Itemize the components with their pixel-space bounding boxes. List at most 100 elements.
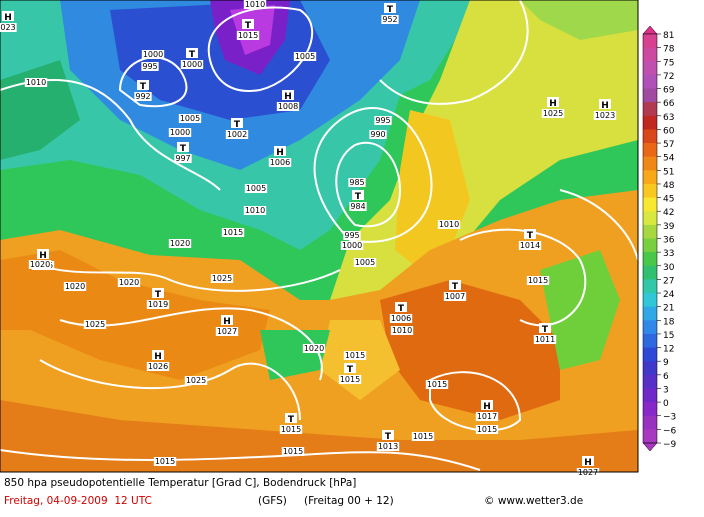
isobar-label-bg: [63, 282, 87, 291]
legend-label: 54: [663, 154, 675, 164]
value-bg: [381, 15, 399, 24]
legend-swatch: [643, 143, 657, 158]
legend-swatch: [643, 265, 657, 280]
legend-swatch: [643, 102, 657, 117]
legend-swatch: [643, 402, 657, 417]
legend-swatch: [643, 88, 657, 103]
footer-credit: © www.wetter3.de: [484, 495, 583, 507]
center-value: 1000: [182, 60, 202, 69]
legend-label: 18: [663, 317, 675, 327]
value-bg: [443, 292, 467, 301]
isobar-label-bg: [221, 228, 245, 237]
value-bg: [146, 300, 170, 309]
legend-swatch: [643, 361, 657, 376]
center-kind: T: [245, 21, 252, 31]
isobar-label: 1015: [477, 425, 497, 434]
center-value: 1002: [227, 130, 247, 139]
isobar-label-bg: [168, 239, 192, 248]
legend-label: 27: [663, 276, 674, 286]
legend-label: 36: [663, 236, 675, 246]
legend-label: 0: [663, 399, 669, 409]
isobar-label-bg: [153, 457, 177, 466]
isobar-label: 1020: [119, 278, 139, 287]
legend-label: 72: [663, 72, 674, 82]
legend-label: 12: [663, 345, 674, 355]
isobar-label: 995: [142, 62, 157, 71]
isobar-label: 995: [344, 231, 359, 240]
legend-swatch: [643, 211, 657, 226]
legend-swatch: [643, 429, 657, 444]
center-kind: T: [180, 144, 187, 154]
isobar-label: 1005: [295, 52, 315, 61]
center-bg: [539, 323, 551, 333]
center-value: 1013: [378, 442, 398, 451]
isobar-label: 1025: [186, 376, 206, 385]
legend-label: 21: [663, 304, 674, 314]
legend-label: 66: [663, 99, 675, 109]
isobar-label: 1010: [245, 206, 265, 215]
center-bg: [344, 363, 356, 373]
value-bg: [215, 327, 239, 336]
legend-swatch: [643, 279, 657, 294]
legend-frame: [642, 33, 658, 444]
footer-date: Freitag, 04-09-2009 12 UTC: [4, 495, 152, 507]
center-value: 997: [175, 154, 190, 163]
legend-label: −9: [663, 440, 677, 450]
center-bg: [177, 142, 189, 152]
legend-swatch: [643, 47, 657, 62]
isobar-label: 1010: [392, 326, 412, 335]
center-kind: H: [276, 148, 284, 158]
center-value: 023: [0, 23, 15, 32]
center-kind: T: [398, 304, 405, 314]
color-legend: 8178757269666360575451484542393633302724…: [642, 25, 677, 452]
legend-label: 24: [663, 290, 675, 300]
center-kind: T: [385, 432, 392, 442]
isobar-label-bg: [293, 52, 317, 61]
legend-swatch: [643, 34, 657, 49]
center-value: 1023: [595, 111, 615, 120]
center-kind: T: [288, 415, 295, 425]
center-kind: T: [140, 82, 147, 92]
center-kind: T: [234, 120, 241, 130]
legend-label: −6: [663, 426, 677, 436]
isobar-label-bg: [184, 376, 208, 385]
center-kind: H: [584, 458, 592, 468]
center-kind: H: [4, 13, 12, 23]
isobar-label: 1020: [65, 282, 85, 291]
legend-label: 57: [663, 140, 674, 150]
isobar-label: 1015: [223, 228, 243, 237]
isobar-label: 1010: [26, 78, 46, 87]
center-kind: H: [39, 251, 47, 261]
legend-swatch: [643, 74, 657, 90]
center-value: 1014: [520, 241, 540, 250]
center-value: 1017: [477, 412, 497, 421]
isobar-label-bg: [302, 344, 326, 353]
center-value: 1027: [217, 327, 237, 336]
value-bg: [174, 154, 192, 163]
isobar-label: 1020: [170, 239, 190, 248]
center-bg: [547, 97, 559, 107]
center-bg: [282, 90, 294, 100]
legend-swatch: [643, 306, 657, 321]
isobar-label: 1025: [85, 320, 105, 329]
isobar-label-bg: [141, 50, 165, 59]
isobar-label-bg: [340, 241, 364, 250]
value-bg: [349, 202, 367, 211]
center-value: 1006: [391, 314, 411, 323]
center-bg: [599, 99, 611, 109]
center-bg: [186, 48, 198, 58]
isobar-label-bg: [475, 425, 499, 434]
center-kind: T: [542, 325, 549, 335]
isobar-label: 1015: [155, 457, 175, 466]
value-bg: [146, 362, 170, 371]
isobar-label: 1005: [246, 184, 266, 193]
isobar-label-bg: [425, 380, 449, 389]
isobar-label: 990: [370, 130, 385, 139]
legend-label: 9: [663, 358, 669, 368]
isobar-label: 1020: [304, 344, 324, 353]
isobar-label: 1005: [180, 114, 200, 123]
isobar-label: 1000: [342, 241, 362, 250]
center-bg: [449, 280, 461, 290]
center-kind: T: [355, 192, 362, 202]
